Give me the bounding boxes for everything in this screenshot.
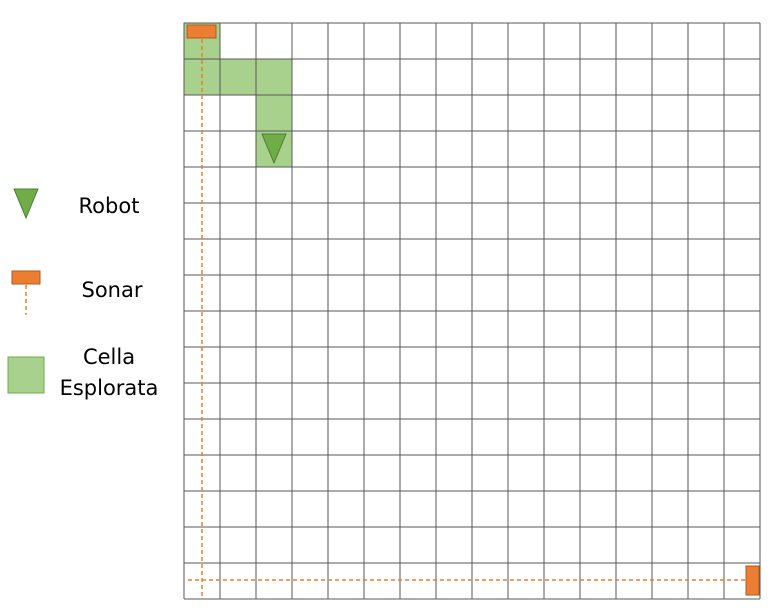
sonar-sensor xyxy=(745,565,760,596)
legend-robot-icon xyxy=(13,188,39,220)
robot-icon xyxy=(261,133,287,165)
legend xyxy=(7,188,45,394)
sonar-sensor xyxy=(186,24,217,39)
explored-cell xyxy=(219,58,257,96)
explored-cell xyxy=(255,94,293,132)
sonar-beams xyxy=(187,39,745,597)
legend-explored-label-line2: Esplorata xyxy=(59,376,159,400)
legend-explored-cell-icon xyxy=(7,356,45,394)
legend-robot-label: Robot xyxy=(78,194,140,218)
legend-explored-label-line1: Cella xyxy=(82,345,136,369)
explored-cell xyxy=(255,58,293,96)
legend-sonar-label: Sonar xyxy=(81,278,143,302)
robots xyxy=(261,133,287,165)
sonars xyxy=(186,24,760,596)
legend-sonar-icon xyxy=(11,270,41,285)
exploration-grid xyxy=(183,22,761,600)
